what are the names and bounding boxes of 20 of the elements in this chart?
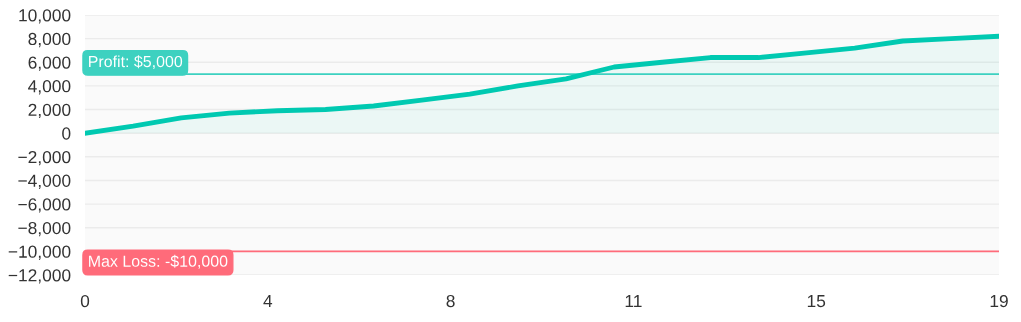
y-tick-label: 6,000	[28, 56, 71, 71]
y-tick-label: −8,000	[18, 221, 71, 237]
y-tick-label: 10,000	[19, 9, 71, 24]
x-tick-label: 19	[990, 294, 1008, 308]
y-tick-label: −12,000	[8, 269, 71, 284]
x-tick-label: 11	[625, 295, 642, 308]
y-tick-label: −10,000	[8, 245, 71, 260]
y-tick-label: 2,000	[28, 103, 71, 119]
ref-line-label: Max Loss: -$10,000	[89, 254, 228, 269]
y-tick-label: 4,000	[28, 80, 71, 95]
x-tick-label: 0	[80, 294, 90, 308]
y-tick-label: −2,000	[18, 150, 71, 166]
x-tick-label: 8	[446, 294, 455, 308]
y-tick-label: −6,000	[18, 198, 71, 213]
y-tick-label: −4,000	[18, 174, 71, 189]
y-tick-label: 8,000	[28, 32, 71, 48]
x-tick-label: 15	[807, 295, 826, 308]
ref-line-label: Profit: $5,000	[89, 55, 183, 70]
y-tick-label: 0	[62, 127, 71, 140]
x-tick-label: 4	[263, 295, 273, 308]
